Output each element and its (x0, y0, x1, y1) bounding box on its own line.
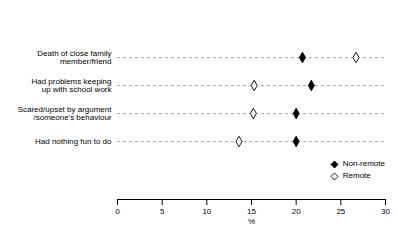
svg-text:30: 30 (381, 207, 390, 216)
svg-text:25: 25 (336, 207, 345, 216)
svg-text:20: 20 (292, 207, 301, 216)
svg-text:10: 10 (202, 207, 211, 216)
svg-text:%: % (248, 217, 255, 226)
svg-text:0: 0 (115, 207, 120, 216)
svg-text:Had nothing fun to do: Had nothing fun to do (35, 137, 112, 146)
svg-text:Scared/upset by argument/someo: Scared/upset by argument/someone's behav… (18, 105, 113, 122)
html-text:Remote: Remote (342, 171, 371, 180)
html-text:Non-remote: Non-remote (342, 159, 385, 168)
svg-text:Death of close familymember/fr: Death of close familymember/friend (37, 49, 111, 66)
svg-text:5: 5 (160, 207, 165, 216)
svg-text:15: 15 (247, 207, 256, 216)
svg-text:Had problems keepingup with sc: Had problems keepingup with school work (31, 77, 112, 94)
